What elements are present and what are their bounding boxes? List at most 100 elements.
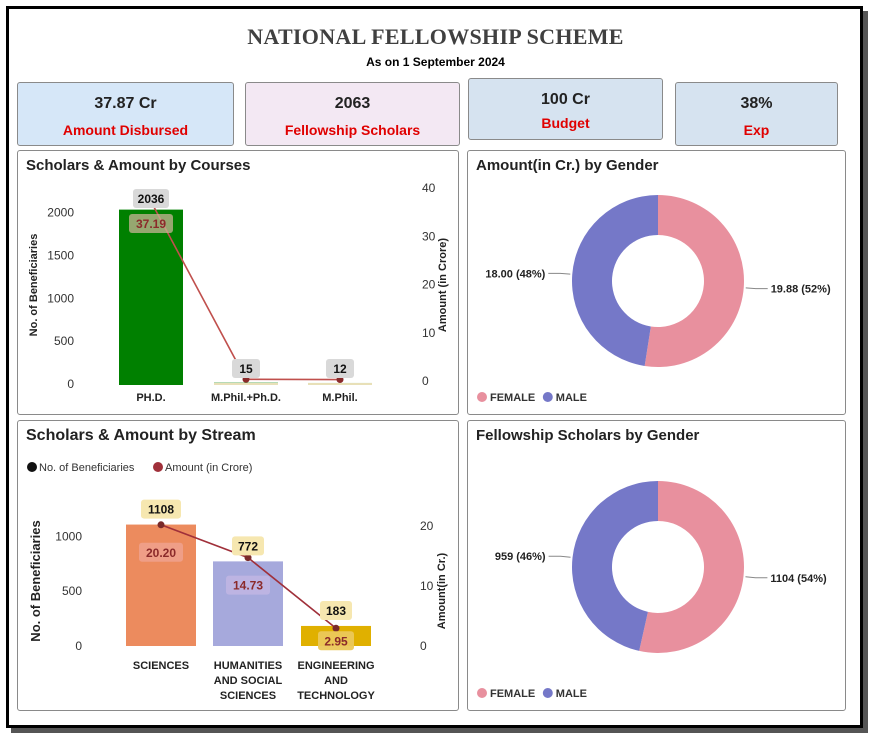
kpi-label: Budget (541, 115, 590, 131)
donut-slice (639, 481, 744, 653)
callout-line (745, 576, 768, 579)
legend-label: Amount (in Crore) (165, 462, 252, 474)
y-tick-label: 500 (62, 584, 82, 598)
panel-courses: Scholars & Amount by Courses 0 500 1000 150… (17, 150, 459, 415)
legend-label: MALE (556, 392, 587, 404)
x-tick-label: M.Phil.+Ph.D. (211, 392, 281, 404)
bar-data-label-box (320, 600, 352, 620)
x-tick-label: SCIENCES (220, 690, 276, 702)
panel-title: Amount(in Cr.) by Gender (476, 157, 659, 174)
bar-data-label: 2036 (138, 192, 165, 206)
kpi-card-amount-disbursed: 37.87 Cr Amount Disbursed (17, 82, 234, 146)
y2-tick-label: 0 (420, 639, 427, 653)
y2-tick-label: 30 (422, 229, 436, 243)
legend-label: FEMALE (490, 392, 535, 404)
legend-marker (542, 392, 553, 402)
y-tick-label: 1500 (47, 249, 74, 263)
bar-data-label: 183 (326, 604, 346, 618)
legend-label: MALE (556, 688, 587, 700)
y2-tick-label: 10 (420, 579, 434, 593)
donut-slice (571, 481, 658, 651)
bar (119, 209, 183, 385)
bar-baseline (214, 383, 278, 385)
bar-data-label: 12 (333, 362, 347, 376)
line-data-label-box (129, 214, 173, 233)
x-tick-label: SCIENCES (133, 660, 189, 672)
y-tick-label: 0 (67, 377, 74, 391)
legend-marker (153, 462, 163, 472)
x-tick-label: AND (324, 675, 348, 687)
x-tick-label: AND SOCIAL (214, 675, 283, 687)
y2-tick-label: 0 (422, 374, 429, 388)
y-axis-label: No. of Beneficiaries (28, 520, 43, 641)
line-data-label-box (139, 542, 183, 562)
bar-data-label: 1108 (148, 503, 174, 517)
line-data-label-box (226, 575, 270, 595)
slice-label: 959 (46%) (495, 551, 546, 563)
bar-data-label-box (232, 359, 260, 378)
callout-line (548, 272, 571, 275)
bar-data-label: 15 (239, 362, 253, 376)
legend-label: No. of Beneficiaries (39, 462, 135, 474)
y2-tick-label: 10 (422, 326, 436, 340)
legend-marker (477, 688, 487, 698)
callout-line (745, 287, 768, 290)
gender-amount-chart: 19.88 (52%) 18.00 (48%) FEMALE MALE (477, 195, 831, 404)
stream-chart: No. of Beneficiaries Amount (in Crore) 0 50… (27, 462, 448, 702)
donut-slice (572, 195, 658, 366)
page-subtitle: As on 1 September 2024 (366, 55, 505, 69)
y2-axis-label: Amount (in Crore) (437, 238, 449, 332)
x-tick-label: M.Phil. (322, 392, 357, 404)
legend-label: FEMALE (490, 688, 535, 700)
y2-tick-label: 40 (422, 181, 436, 195)
y-tick-label: 1000 (47, 291, 74, 305)
legend-marker (542, 688, 553, 698)
bar-data-label: 772 (238, 539, 258, 553)
bar-baseline (308, 383, 372, 385)
kpi-value: 2063 (334, 95, 371, 112)
y2-axis-label: Amount(in Cr.) (436, 552, 448, 629)
kpi-card-fellowship-scholars: 2063 Fellowship Scholars (245, 82, 460, 146)
line-data-label: 37.19 (136, 217, 166, 231)
panel-gender-amount: Amount(in Cr.) by Gender 19.88 (52%) 18.0… (467, 150, 846, 415)
line-data-label: 20.20 (146, 546, 176, 560)
y2-tick-label: 20 (422, 278, 436, 292)
amount-point (244, 554, 252, 562)
bar-data-label-box (133, 189, 169, 208)
kpi-card-budget: 100 Cr Budget (468, 78, 663, 140)
x-tick-label: ENGINEERING (297, 660, 374, 672)
panel-title: Fellowship Scholars by Gender (476, 427, 700, 444)
callout-line (548, 555, 571, 558)
kpi-value: 37.87 Cr (94, 95, 157, 112)
kpi-label: Exp (743, 122, 770, 138)
amount-point (157, 521, 165, 529)
line-data-label-box (318, 631, 354, 651)
legend-marker (27, 462, 37, 472)
bar-data-label-box (232, 536, 264, 556)
y-tick-label: 1000 (55, 529, 82, 543)
panel-stream: Scholars & Amount by Stream No. of Benef… (17, 420, 459, 711)
gender-scholars-chart: 1104 (54%) 959 (46%) FEMALE MALE (477, 481, 827, 700)
bar (126, 524, 196, 646)
slice-label: 19.88 (52%) (771, 284, 831, 296)
line-data-label: 2.95 (324, 634, 348, 648)
x-tick-label: TECHNOLOGY (297, 690, 375, 702)
y-tick-label: 0 (75, 639, 82, 653)
bar-data-label-box (326, 359, 354, 378)
kpi-card-exp: 38% Exp (675, 82, 838, 146)
y2-tick-label: 20 (420, 519, 434, 533)
y-axis-label: No. of Beneficiaries (28, 234, 40, 337)
kpi-label: Amount Disbursed (62, 122, 189, 138)
kpi-value: 38% (740, 95, 773, 112)
legend-marker (477, 392, 487, 402)
panel-title: Scholars & Amount by Courses (26, 157, 251, 174)
bar-data-label-box (141, 499, 181, 519)
donut-slice (644, 195, 744, 367)
kpi-label: Fellowship Scholars (284, 122, 421, 138)
x-tick-label: HUMANITIES (214, 660, 282, 672)
slice-label: 1104 (54%) (770, 573, 827, 585)
line-data-label: 14.73 (233, 579, 263, 593)
panel-gender-scholars: Fellowship Scholars by Gender 1104 (54%)… (467, 420, 846, 711)
kpi-value: 100 Cr (541, 91, 590, 108)
panel-title: Scholars & Amount by Stream (26, 427, 256, 444)
